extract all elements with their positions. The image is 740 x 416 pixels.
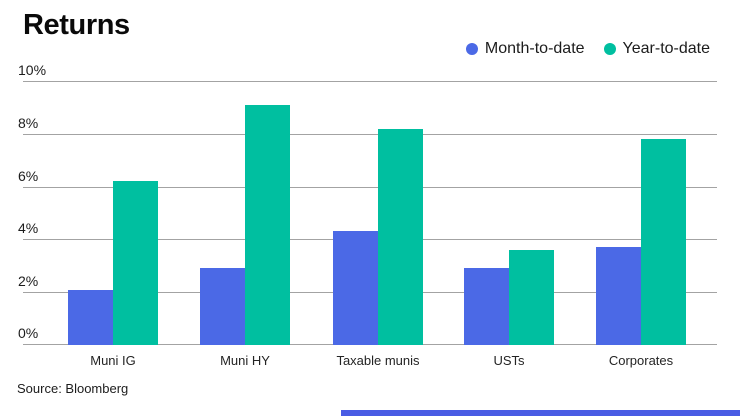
bottom-accent-bar	[341, 410, 740, 416]
bar-month-to-date-taxable-munis	[333, 231, 378, 345]
bar-month-to-date-corporates	[596, 247, 641, 345]
legend-item-year-to-date: Year-to-date	[603, 40, 710, 58]
x-category-label-muni-ig: Muni IG	[90, 353, 136, 368]
bar-year-to-date-muni-ig	[113, 181, 158, 345]
y-tick-label-10pct: 10%	[18, 62, 47, 78]
y-tick-label-2pct: 2%	[18, 273, 39, 289]
chart-title: Returns	[23, 9, 130, 41]
y-tick-label-6pct: 6%	[18, 168, 39, 184]
plot-area: 0% 2% 4% 6% 8% 10% Muni IG Muni HY Taxable munis…	[18, 62, 717, 368]
legend-item-month-to-date: Month-to-date	[465, 40, 585, 58]
bar-year-to-date-muni-hy	[245, 105, 290, 345]
legend-dot-month-to-date	[465, 43, 478, 55]
y-tick-label-0pct: 0%	[18, 325, 39, 341]
gridline-6pct	[23, 187, 717, 188]
y-tick-label-4pct: 4%	[18, 220, 39, 236]
gridline-10pct	[23, 81, 717, 82]
legend-label: Year-to-date	[622, 40, 710, 57]
bar-month-to-date-muni-ig	[68, 290, 113, 345]
bar-month-to-date-muni-hy	[200, 268, 245, 345]
x-category-label-muni-hy: Muni HY	[220, 353, 270, 368]
bar-year-to-date-taxable-munis	[378, 129, 423, 345]
x-category-label-corporates: Corporates	[608, 353, 674, 368]
gridline-8pct	[23, 134, 717, 135]
bar-month-to-date-usts	[464, 268, 509, 345]
x-category-label-usts: USTs	[493, 353, 525, 368]
source-note: Source: Bloomberg	[17, 381, 129, 396]
legend-dot-year-to-date	[603, 43, 616, 55]
legend-label: Month-to-date	[484, 40, 585, 57]
legend: Month-to-date Year-to-date	[465, 40, 710, 58]
bar-year-to-date-corporates	[641, 139, 686, 345]
bar-year-to-date-usts	[509, 250, 554, 345]
x-category-label-taxable-munis: Taxable munis	[336, 353, 420, 368]
y-tick-label-8pct: 8%	[18, 115, 39, 131]
